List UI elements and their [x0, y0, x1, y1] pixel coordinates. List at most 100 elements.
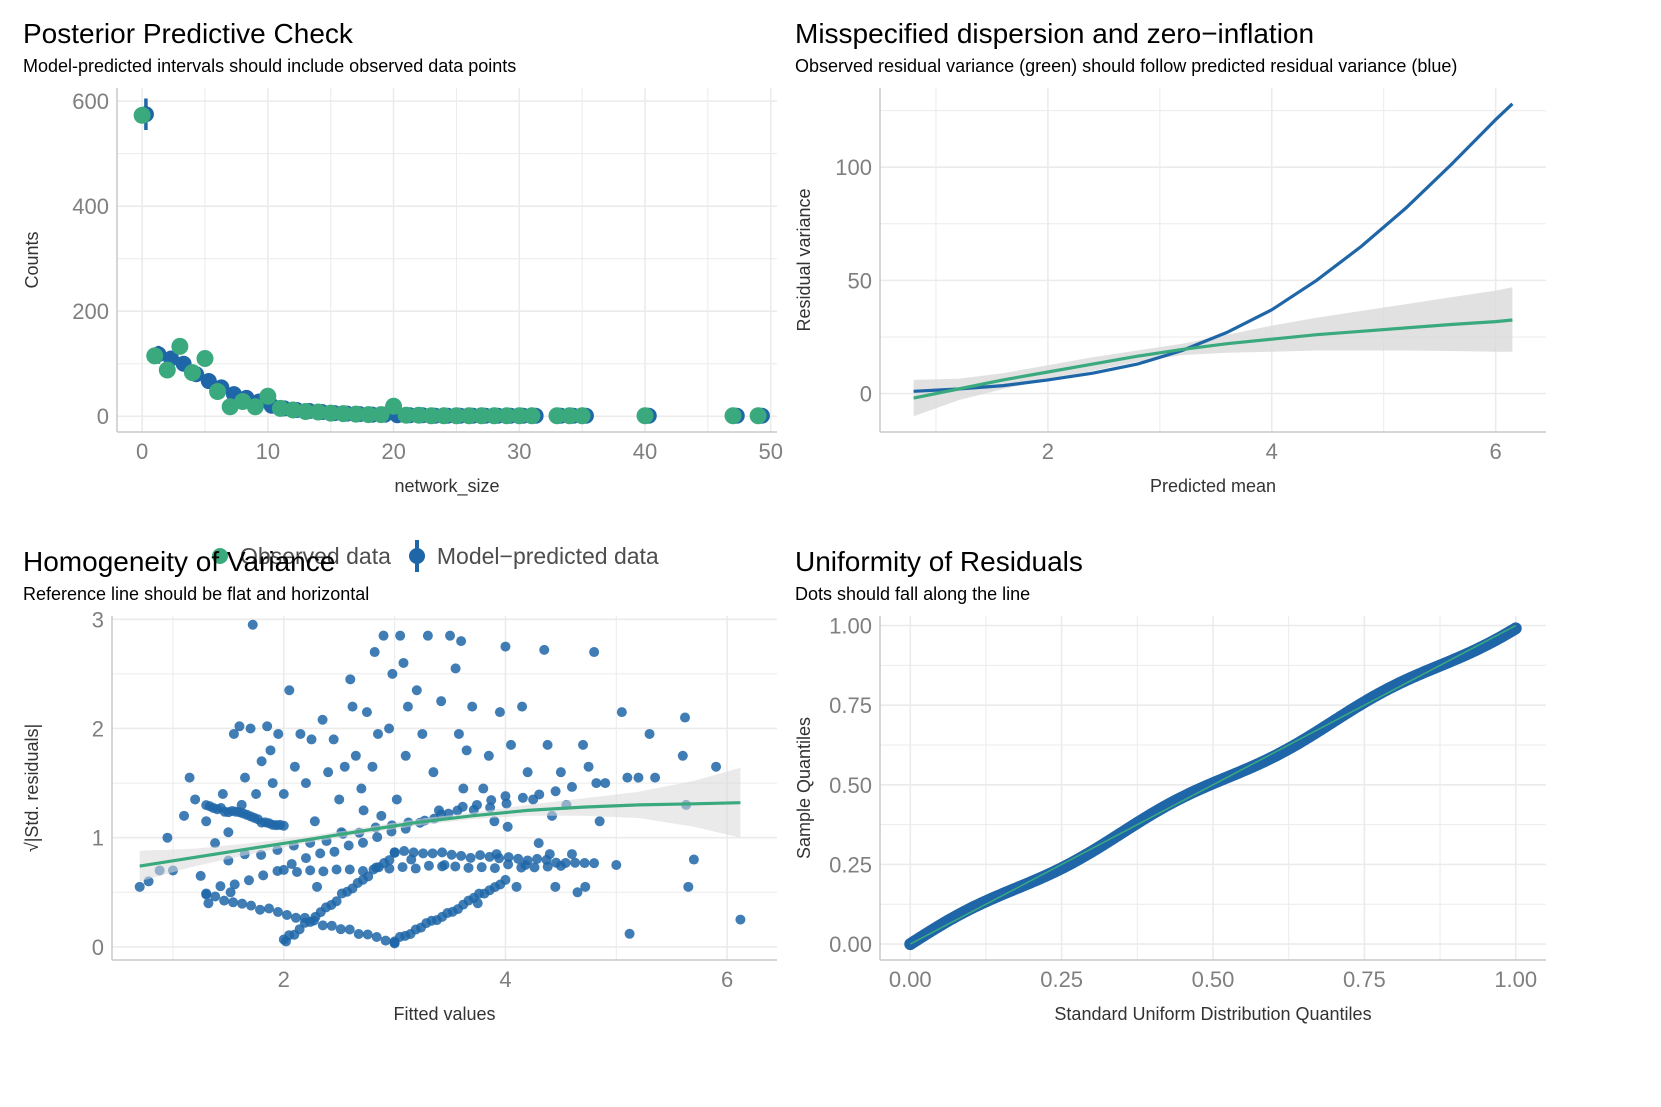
x-tick-label: 0.00 — [889, 967, 932, 992]
residual-point — [243, 875, 254, 886]
residual-point — [262, 721, 273, 732]
x-axis-title: Predicted mean — [1150, 476, 1276, 496]
residual-point — [380, 935, 391, 946]
residual-point — [551, 857, 562, 868]
x-tick-label: 0.25 — [1040, 967, 1083, 992]
residual-point — [555, 767, 566, 778]
residual-point — [461, 745, 472, 756]
observed-point — [246, 398, 264, 416]
residual-point — [344, 924, 355, 935]
residual-point — [422, 630, 433, 641]
x-tick-label: 30 — [507, 439, 531, 464]
y-tick-label: 3 — [92, 608, 104, 632]
predicted-interval-icon — [408, 540, 425, 572]
residual-point — [256, 756, 267, 767]
y-tick-label: 600 — [72, 89, 109, 114]
residual-point — [550, 786, 561, 797]
residual-point — [456, 636, 467, 647]
residual-point — [353, 928, 364, 939]
residual-point — [217, 789, 228, 800]
residual-point — [300, 778, 311, 789]
x-tick-label: 10 — [256, 439, 280, 464]
residual-point — [476, 862, 487, 873]
residual-point — [594, 816, 605, 827]
residual-point — [616, 707, 627, 718]
residual-point — [711, 761, 722, 772]
y-tick-label: 50 — [848, 268, 872, 293]
residual-point — [255, 904, 266, 915]
observed-point — [284, 401, 302, 419]
residual-point — [350, 750, 361, 761]
residual-point — [245, 723, 256, 734]
residual-point — [358, 805, 369, 816]
residual-point — [506, 739, 516, 750]
y-axis-title: √|Std. residuals| — [22, 724, 42, 852]
x-tick-label: 0.50 — [1192, 967, 1235, 992]
residual-point — [450, 663, 461, 674]
x-tick-label: 2 — [1042, 439, 1054, 464]
residual-point — [281, 909, 292, 920]
residual-point — [418, 848, 429, 859]
y-tick-label: 1 — [92, 826, 104, 851]
observed-confidence-band — [913, 287, 1513, 417]
y-tick-label: 1.00 — [829, 614, 872, 639]
residual-point — [624, 928, 635, 939]
residual-point — [478, 783, 489, 794]
disp-subtitle: Observed residual variance (green) shoul… — [795, 56, 1458, 76]
residual-point — [572, 887, 583, 898]
unif-chart: 0.00 0.25 0.50 0.75 1.00 0.00 0.25 0.50 0.75 1.00… — [794, 614, 1546, 1024]
observed-point — [309, 403, 327, 421]
x-tick-label: 50 — [758, 439, 782, 464]
residual-point — [439, 859, 450, 870]
observed-point — [259, 387, 277, 405]
residual-point — [436, 696, 447, 707]
residual-point — [290, 912, 301, 923]
y-tick-label: 0 — [97, 404, 109, 429]
residual-point — [372, 832, 383, 843]
residual-point — [162, 832, 173, 843]
residual-point — [357, 837, 368, 848]
residual-point — [486, 795, 497, 806]
residual-point — [494, 707, 505, 718]
residual-point — [399, 846, 410, 857]
observed-point — [347, 405, 365, 423]
residual-point — [400, 750, 411, 761]
observed-point — [196, 349, 214, 367]
homog-title: Homogeneity of Variance — [23, 546, 336, 577]
residual-point — [395, 630, 406, 641]
residual-point — [246, 900, 257, 911]
residual-point — [210, 838, 221, 849]
residual-point — [376, 810, 387, 821]
residual-point — [463, 862, 474, 873]
residual-point — [445, 630, 456, 641]
residual-point — [489, 816, 500, 827]
residual-point — [223, 827, 234, 838]
residual-point — [539, 644, 550, 655]
residual-point — [331, 864, 342, 875]
residual-point — [533, 838, 544, 849]
residual-point — [335, 924, 346, 935]
residual-point — [532, 853, 543, 864]
residual-point — [517, 701, 528, 712]
y-tick-label: 0.00 — [829, 932, 872, 957]
residual-point — [650, 772, 661, 783]
residual-point — [356, 783, 367, 794]
residual-point — [309, 816, 320, 827]
observed-point — [146, 347, 164, 365]
residual-point — [240, 772, 250, 783]
disp-chart: 2 4 6 0 50 100 Predicted mean Residual variance — [794, 88, 1546, 496]
homog-subtitle: Reference line should be flat and horizo… — [23, 584, 370, 604]
residual-point — [234, 721, 245, 732]
residual-point — [591, 778, 602, 789]
observed-point — [183, 364, 201, 382]
residual-point — [228, 897, 239, 908]
legend-observed-label: Observed data — [240, 542, 391, 569]
x-tick-label: 40 — [633, 439, 657, 464]
residual-point — [329, 846, 340, 857]
residual-point — [362, 929, 373, 940]
legend-observed: Observed data — [210, 543, 391, 570]
legend-predicted: Model−predicted data — [407, 538, 659, 574]
residual-point — [406, 854, 417, 865]
residual-point — [456, 850, 467, 861]
y-tick-label: 2 — [92, 716, 104, 741]
